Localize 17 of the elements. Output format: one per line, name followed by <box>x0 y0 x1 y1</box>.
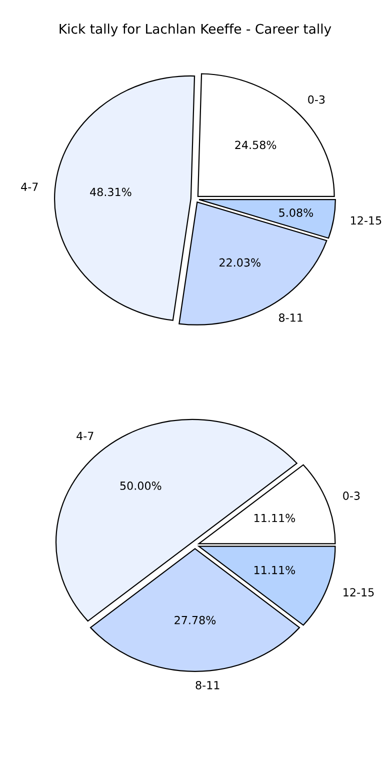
chart-title: Kick tally for Lachlan Keeffe - Career tally <box>60 24 332 36</box>
data-label: 11.11% <box>254 566 296 574</box>
slice-label: 4-7 <box>76 432 94 440</box>
data-label: 24.58% <box>235 140 276 150</box>
slice-label: 12-15 <box>351 216 382 225</box>
data-label: 5.08% <box>279 208 314 217</box>
data-label: 22.03% <box>220 258 260 267</box>
slice-label: 8-11 <box>196 680 220 690</box>
slice-label: 4-7 <box>21 182 38 191</box>
slice-label: 12-15 <box>344 588 374 596</box>
slice-label: 0-3 <box>343 492 360 500</box>
data-label: 11.11% <box>254 514 296 522</box>
data-label: 50.00% <box>120 482 162 490</box>
data-label: 48.31% <box>90 188 132 196</box>
slice-label: 0-3 <box>308 95 325 104</box>
data-label: 27.78% <box>174 616 216 624</box>
slice-label: 8-11 <box>278 313 302 322</box>
